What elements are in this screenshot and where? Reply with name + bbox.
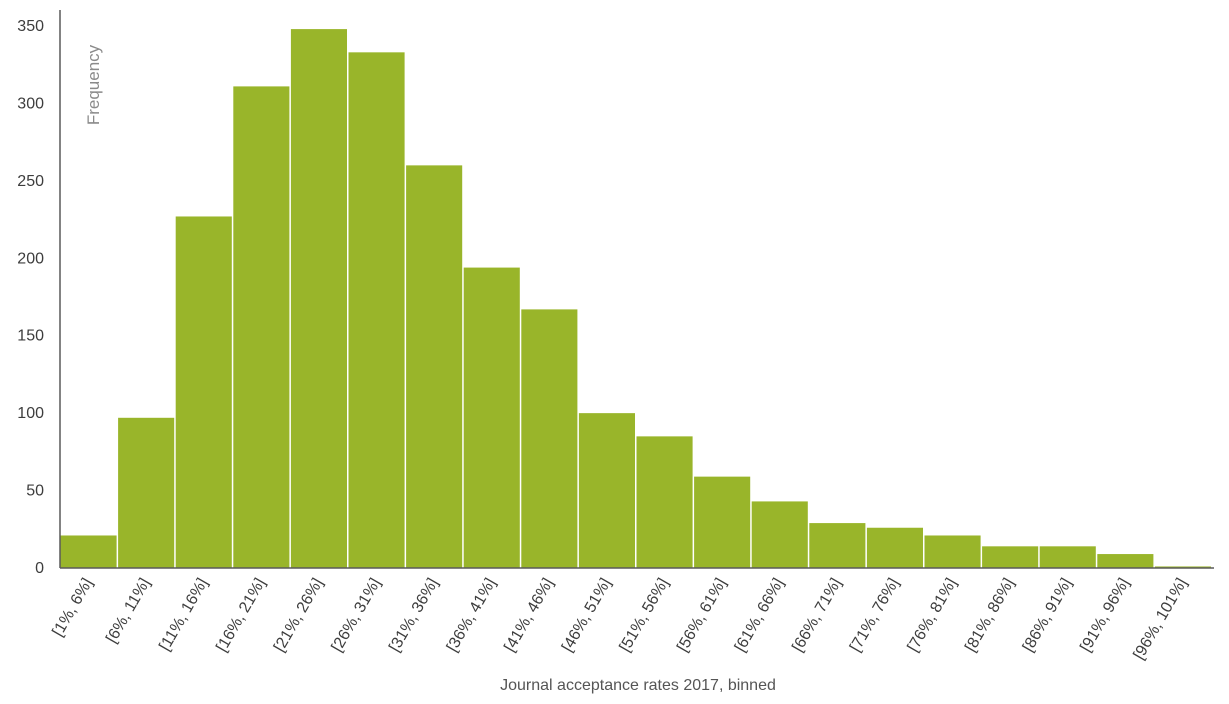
y-tick-label: 250 — [17, 173, 44, 190]
y-tick-label: 200 — [17, 250, 44, 267]
x-tick-label: [96%, 101%] — [1131, 576, 1191, 663]
histogram-bar — [636, 436, 693, 568]
histogram-bar — [118, 417, 175, 568]
histogram-bar — [809, 523, 866, 568]
histogram-bar — [1097, 554, 1154, 568]
histogram-bar — [233, 86, 290, 568]
x-tick-label: [21%, 26%] — [271, 576, 327, 655]
x-tick-label: [16%, 21%] — [213, 576, 269, 655]
x-tick-label: [56%, 61%] — [674, 576, 730, 655]
x-tick-label: [31%, 36%] — [386, 576, 442, 655]
x-tick-label: [6%, 11%] — [103, 576, 154, 647]
histogram-bar — [463, 267, 520, 568]
histogram-bar — [521, 309, 578, 568]
histogram-bar — [1039, 546, 1096, 568]
y-tick-label: 350 — [17, 18, 44, 35]
y-axis-label: Frequency — [84, 44, 103, 125]
histogram-bar — [406, 165, 463, 568]
x-axis-label: Journal acceptance rates 2017, binned — [500, 677, 776, 694]
x-tick-label: [51%, 56%] — [617, 576, 673, 655]
bars-group — [60, 29, 1211, 569]
x-axis-ticks: [1%, 6%] [6%, 11%] [11%, 16%] [16%, 21%] [21… — [50, 576, 1191, 663]
x-tick-label: [76%, 81%] — [905, 576, 961, 655]
histogram-bar — [578, 413, 635, 568]
histogram-bar — [175, 216, 232, 568]
histogram-bar — [290, 29, 347, 569]
histogram-bar — [348, 52, 405, 568]
y-axis-ticks: 0 50 100 150 200 250 300 350 — [17, 18, 44, 577]
x-tick-label: [71%, 76%] — [847, 576, 903, 655]
y-tick-label: 150 — [17, 328, 44, 345]
y-tick-label: 50 — [26, 483, 44, 500]
x-tick-label: [61%, 66%] — [732, 576, 788, 655]
y-tick-label: 100 — [17, 405, 44, 422]
x-tick-label: [11%, 16%] — [156, 576, 211, 654]
x-tick-label: [81%, 86%] — [962, 576, 1018, 655]
histogram-bar — [1154, 566, 1211, 568]
histogram-bar — [924, 535, 981, 568]
x-tick-label: [66%, 71%] — [789, 576, 845, 655]
x-tick-label: [26%, 31%] — [329, 576, 385, 655]
histogram-bar — [982, 546, 1039, 568]
y-tick-label: 0 — [35, 560, 44, 577]
x-tick-label: [91%, 96%] — [1077, 576, 1133, 655]
x-tick-label: [36%, 41%] — [444, 576, 500, 655]
histogram-bar — [866, 527, 923, 568]
histogram-bar — [751, 501, 808, 568]
x-tick-label: [46%, 51%] — [559, 576, 615, 655]
x-tick-label: [86%, 91%] — [1020, 576, 1076, 655]
x-tick-label: [41%, 46%] — [501, 576, 557, 655]
histogram-bar — [60, 535, 117, 568]
y-tick-label: 300 — [17, 95, 44, 112]
histogram-bar — [694, 476, 751, 568]
x-tick-label: [1%, 6%] — [50, 576, 97, 640]
